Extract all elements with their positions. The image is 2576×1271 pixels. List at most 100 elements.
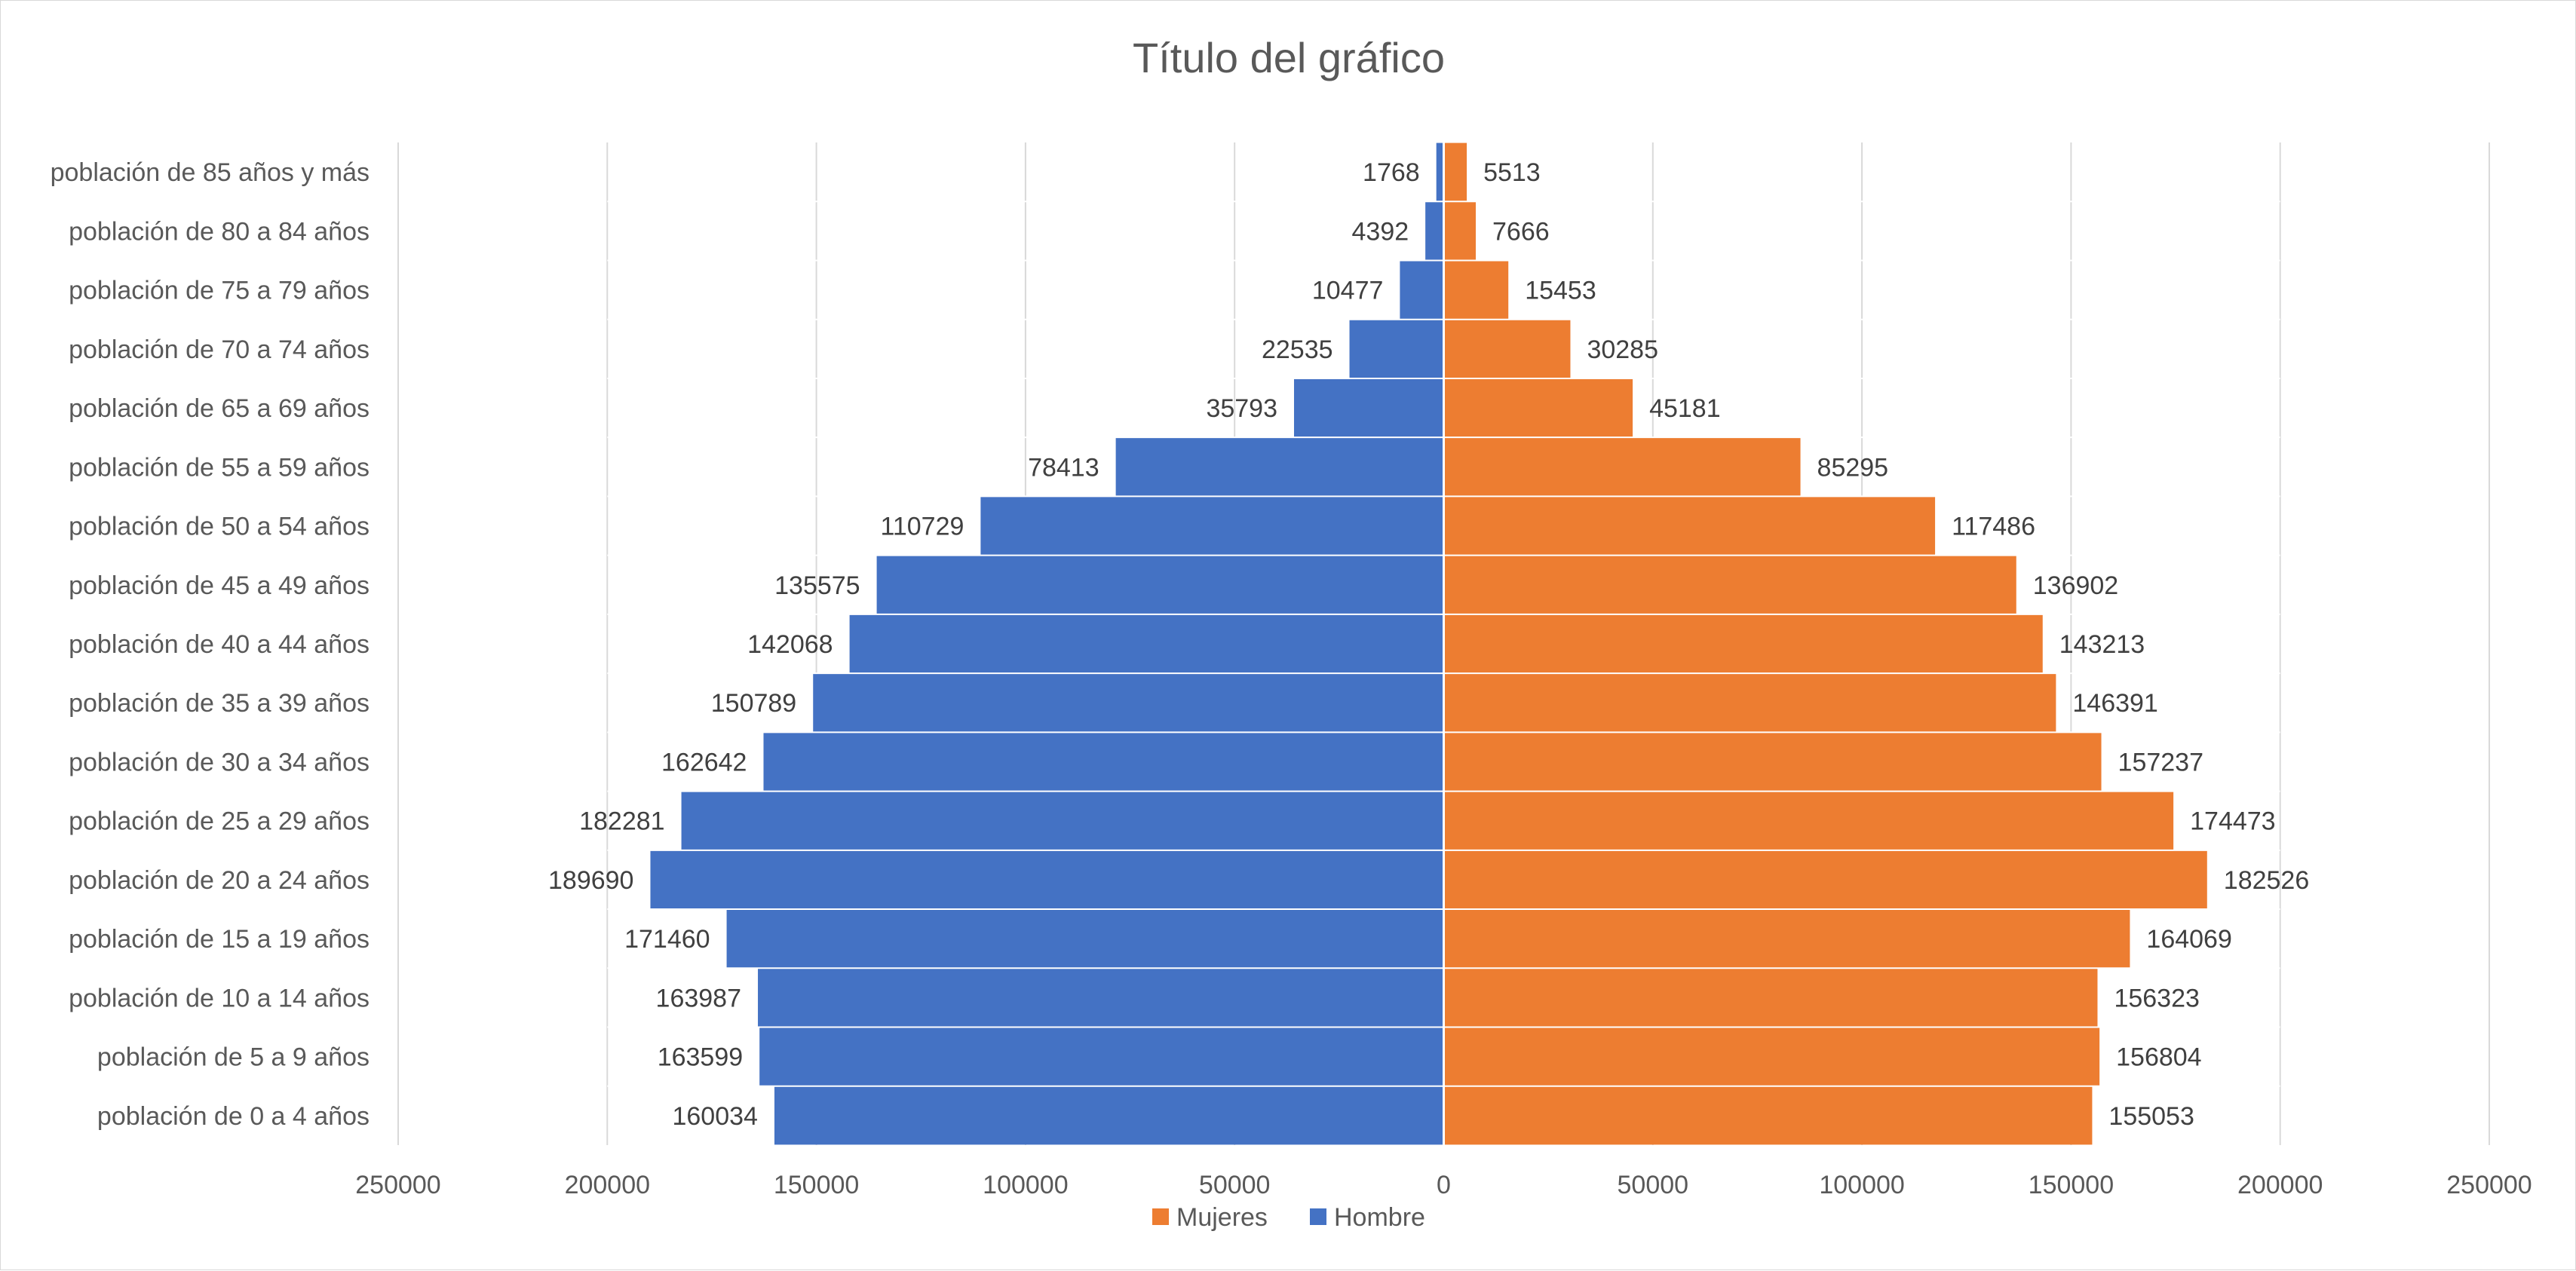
data-label-hombre: 4392	[1352, 217, 1409, 246]
data-label-hombre: 78413	[1028, 453, 1099, 482]
legend-label-hombre: Hombre	[1334, 1203, 1425, 1232]
x-tick-label: 50000	[1199, 1171, 1271, 1199]
category-label: población de 10 a 14 años	[69, 984, 370, 1012]
category-label: población de 40 a 44 años	[69, 630, 370, 659]
bar-hombre	[1293, 378, 1444, 437]
bar-hombre	[1115, 437, 1444, 496]
category-label: población de 65 a 69 años	[69, 394, 370, 423]
bar-hombre	[980, 496, 1444, 556]
bar-hombre	[650, 850, 1444, 909]
chart-title: Título del gráfico	[1133, 34, 1445, 81]
category-label: población de 25 a 29 años	[69, 807, 370, 836]
category-label: población de 45 a 49 años	[69, 571, 370, 600]
x-tick-label: 150000	[774, 1171, 859, 1199]
data-label-mujeres: 30285	[1587, 335, 1658, 364]
data-label-mujeres: 15453	[1525, 277, 1596, 305]
data-label-mujeres: 157237	[2118, 748, 2203, 776]
data-label-hombre: 22535	[1262, 335, 1333, 364]
bar-hombre	[1425, 201, 1444, 260]
data-label-hombre: 1768	[1363, 158, 1420, 187]
data-label-hombre: 35793	[1206, 394, 1277, 423]
data-label-mujeres: 156323	[2114, 984, 2199, 1012]
legend-label-mujeres: Mujeres	[1176, 1203, 1268, 1232]
data-label-hombre: 182281	[579, 807, 664, 836]
bar-hombre	[813, 673, 1444, 732]
bar-mujeres	[1443, 201, 1477, 260]
legend-swatch-hombre	[1310, 1208, 1326, 1225]
bar-hombre	[1349, 320, 1444, 378]
bar-mujeres	[1443, 968, 2098, 1027]
bar-mujeres	[1443, 614, 2043, 673]
data-label-mujeres: 164069	[2146, 925, 2231, 954]
bars	[607, 142, 2280, 1145]
data-label-mujeres: 117486	[1952, 513, 2035, 541]
data-label-mujeres: 155053	[2108, 1102, 2194, 1131]
bar-mujeres	[1443, 556, 2016, 614]
bar-mujeres	[1443, 909, 2130, 968]
data-label-hombre: 142068	[747, 630, 833, 659]
bar-hombre	[681, 792, 1444, 850]
x-tick-label: 200000	[2237, 1171, 2323, 1199]
bar-mujeres	[1443, 1086, 2093, 1145]
category-label: población de 80 a 84 años	[69, 217, 370, 246]
data-label-hombre: 110729	[880, 513, 964, 541]
category-label: población de 85 años y más	[51, 158, 370, 187]
bar-hombre	[774, 1086, 1444, 1145]
bar-hombre	[726, 909, 1444, 968]
bar-mujeres	[1443, 496, 1936, 556]
category-label: población de 35 a 39 años	[69, 689, 370, 718]
x-tick-label: 250000	[355, 1171, 440, 1199]
bar-mujeres	[1443, 792, 2174, 850]
bar-hombre	[763, 732, 1444, 792]
bar-mujeres	[1443, 142, 1467, 201]
x-tick-label: 0	[1437, 1171, 1451, 1199]
bar-hombre	[849, 614, 1444, 673]
legend-swatch-mujeres	[1152, 1208, 1169, 1225]
data-label-hombre: 163599	[658, 1043, 743, 1072]
data-label-mujeres: 146391	[2072, 689, 2157, 718]
x-tick-label: 150000	[2029, 1171, 2114, 1199]
bar-mujeres	[1443, 673, 2056, 732]
data-label-hombre: 171460	[624, 925, 710, 954]
bar-hombre	[1436, 142, 1444, 201]
bar-mujeres	[1443, 850, 2207, 909]
data-label-mujeres: 5513	[1483, 158, 1541, 187]
x-tick-label: 200000	[565, 1171, 650, 1199]
x-tick-label: 50000	[1618, 1171, 1689, 1199]
category-label: población de 5 a 9 años	[97, 1043, 370, 1072]
data-label-mujeres: 174473	[2190, 807, 2275, 836]
data-label-mujeres: 182526	[2224, 866, 2309, 895]
data-label-hombre: 160034	[672, 1102, 757, 1131]
bar-mujeres	[1443, 261, 1509, 320]
category-label: población de 50 a 54 años	[69, 513, 370, 541]
category-label: población de 0 a 4 años	[97, 1102, 370, 1131]
bar-mujeres	[1443, 320, 1571, 378]
data-label-hombre: 10477	[1312, 277, 1384, 305]
bar-hombre	[1400, 261, 1444, 320]
category-label: población de 70 a 74 años	[69, 335, 370, 364]
data-labels: 155053 160034 156804 163599 156323 163987 1640…	[548, 158, 2309, 1131]
x-tick-label: 100000	[983, 1171, 1068, 1199]
category-label: población de 75 a 79 años	[69, 277, 370, 305]
bar-hombre	[759, 1028, 1444, 1086]
bar-mujeres	[1443, 378, 1633, 437]
data-label-hombre: 163987	[656, 984, 741, 1012]
data-label-mujeres: 143213	[2059, 630, 2145, 659]
bar-mujeres	[1443, 732, 2102, 792]
category-label: población de 15 a 19 años	[69, 925, 370, 954]
category-label: población de 20 a 24 años	[69, 866, 370, 895]
legend: Mujeres Hombre	[1152, 1203, 1425, 1232]
data-label-mujeres: 136902	[2033, 571, 2118, 600]
x-tick-label: 100000	[1819, 1171, 1904, 1199]
data-label-mujeres: 156804	[2116, 1043, 2201, 1072]
bar-hombre	[758, 968, 1444, 1027]
bar-hombre	[876, 556, 1444, 614]
bar-mujeres	[1443, 1028, 2100, 1086]
data-label-hombre: 150789	[711, 689, 796, 718]
bar-mujeres	[1443, 437, 1801, 496]
data-label-mujeres: 85295	[1817, 453, 1889, 482]
data-label-hombre: 162642	[661, 748, 747, 776]
category-label: población de 55 a 59 años	[69, 453, 370, 482]
